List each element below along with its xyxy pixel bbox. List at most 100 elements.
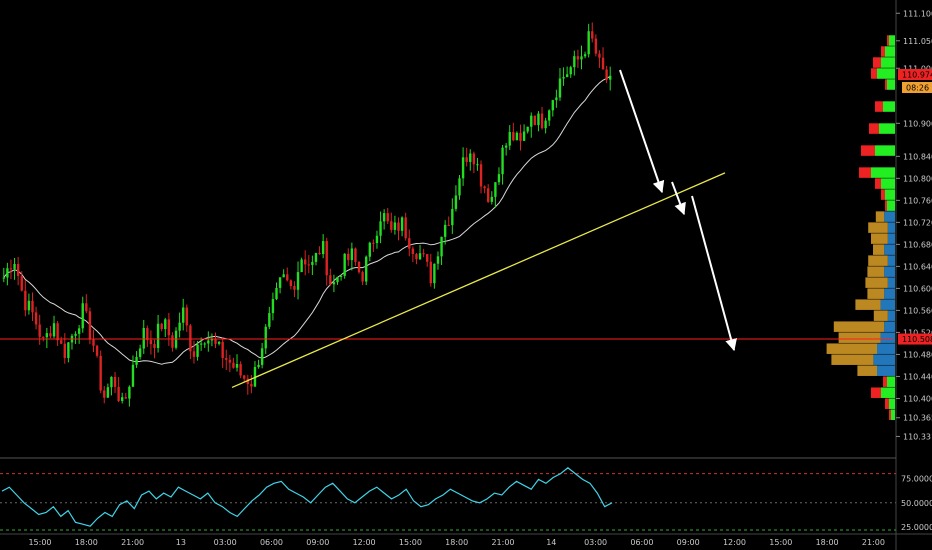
time-tick-label: 18:00 <box>445 538 468 547</box>
candle-body <box>365 256 368 282</box>
candle-body <box>544 120 547 129</box>
candle-body <box>2 277 5 279</box>
candle-body <box>275 287 278 300</box>
profile-bar-secondary <box>867 288 885 299</box>
price-tick-label: 110.400 <box>903 394 932 403</box>
candle-body <box>189 325 192 352</box>
oscillator-tick-label: 75.0000 <box>901 474 932 483</box>
candle-body <box>138 348 142 357</box>
candle-body <box>343 253 346 276</box>
candle-body <box>217 341 221 344</box>
candle-body <box>149 340 153 345</box>
candle-body <box>142 328 145 349</box>
profile-bar-primary <box>881 57 895 68</box>
profile-bar-primary <box>877 68 895 79</box>
candle-body <box>74 333 77 336</box>
time-tick-label: 15:00 <box>769 538 792 547</box>
candle-body <box>16 263 20 277</box>
time-tick-label: 03:00 <box>214 538 237 547</box>
candle-body <box>164 319 167 330</box>
drawn-annotations[interactable] <box>0 69 893 389</box>
candle-body <box>207 340 210 344</box>
profile-bar-secondary <box>838 332 881 343</box>
candle-body <box>350 248 354 261</box>
profile-bar-primary <box>877 365 895 376</box>
candle-body <box>92 339 95 346</box>
profile-bar-primary <box>891 409 895 420</box>
price-tick-label: 110.720 <box>903 218 932 227</box>
hline-price-tag <box>898 333 932 345</box>
candle-body <box>515 132 519 141</box>
candle-body <box>469 153 472 162</box>
candle-body <box>512 132 515 141</box>
profile-bar-secondary <box>885 200 887 211</box>
candle-body <box>354 248 357 262</box>
profile-bar-primary <box>884 266 895 277</box>
candle-body <box>548 110 551 121</box>
candle-body <box>67 342 70 359</box>
price-tick-label: 110.600 <box>903 284 932 293</box>
candle-body <box>81 303 84 329</box>
candle-body <box>49 333 52 337</box>
price-tick-label: 110.440 <box>903 372 932 381</box>
hline-price-text: 110.508 <box>902 335 932 344</box>
candle-body <box>6 268 9 278</box>
candle-body <box>243 375 246 379</box>
candle-body <box>239 364 242 376</box>
candle-body <box>199 343 203 345</box>
profile-bar-secondary <box>867 266 885 277</box>
price-tick-label: 110.331 <box>903 432 932 441</box>
candle-body <box>368 242 371 257</box>
profile-bar-primary <box>880 332 895 343</box>
candle-body <box>103 390 106 398</box>
candle-body <box>587 31 590 55</box>
profile-bar-primary <box>887 310 895 321</box>
time-tick-label: 18:00 <box>816 538 839 547</box>
profile-bar-secondary <box>881 189 885 200</box>
candle-body <box>440 236 443 257</box>
candle-body <box>121 397 124 401</box>
candle-body <box>361 272 364 282</box>
candle-body <box>461 157 465 179</box>
profile-bar-secondary <box>889 409 891 420</box>
candle-body <box>38 324 41 337</box>
time-tick-label: 09:00 <box>306 538 329 547</box>
candle-body <box>232 362 235 368</box>
profile-bar-primary <box>887 222 895 233</box>
price-tick-label: 110.900 <box>903 119 932 128</box>
candle-body <box>60 340 63 344</box>
candle-body <box>443 224 447 237</box>
profile-bar-secondary <box>826 343 877 354</box>
candle-body <box>576 56 580 60</box>
candle-body <box>530 115 533 127</box>
candle-body <box>286 274 289 281</box>
candle-body <box>24 290 27 311</box>
time-tick-label: 15:00 <box>399 538 422 547</box>
candle-body <box>522 131 526 141</box>
candle-body <box>156 323 160 349</box>
candle-body <box>476 164 479 166</box>
time-tick-label: 21:00 <box>862 538 885 547</box>
candle-body <box>63 343 66 359</box>
profile-bar-primary <box>880 299 895 310</box>
profile-bar-secondary <box>859 167 871 178</box>
volume-profile <box>826 35 895 420</box>
candle-body <box>458 178 461 196</box>
projection-arrow-3 <box>691 195 737 352</box>
countdown-text: 08:26 <box>906 84 929 93</box>
candle-body <box>573 56 576 68</box>
candle-body <box>42 336 45 338</box>
candle-body <box>131 364 135 387</box>
candle-body <box>339 275 343 278</box>
profile-bar-primary <box>885 189 895 200</box>
candle-body <box>250 383 253 387</box>
candle-body <box>422 253 425 255</box>
candle-body <box>555 97 558 101</box>
profile-bar-primary <box>873 354 895 365</box>
profile-bar-secondary <box>875 211 885 222</box>
candle-body <box>565 74 569 78</box>
profile-bar-secondary <box>875 178 881 189</box>
profile-bar-secondary <box>881 46 885 57</box>
profile-bar-primary <box>887 200 895 211</box>
